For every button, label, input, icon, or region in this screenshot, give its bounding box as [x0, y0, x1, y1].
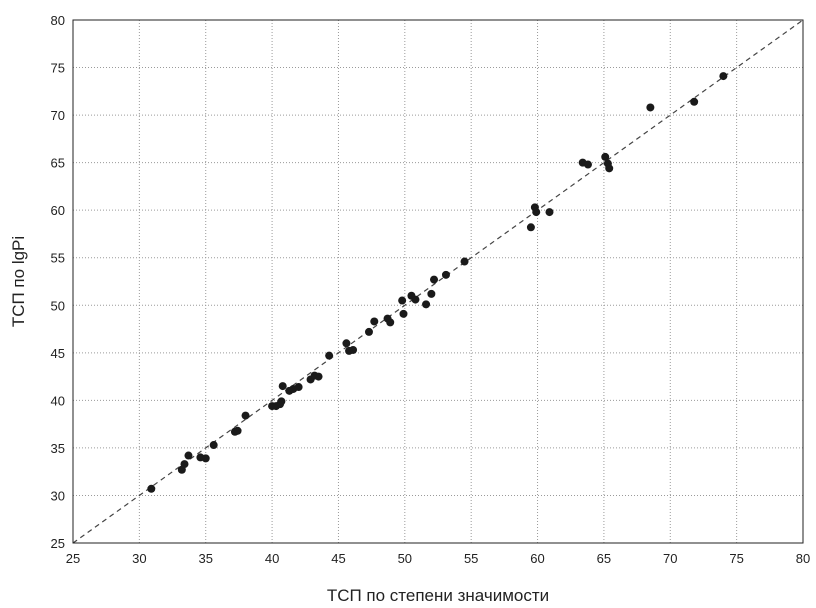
x-tick-label: 30 — [132, 551, 146, 566]
x-tick-label: 25 — [66, 551, 80, 566]
y-tick-label: 45 — [51, 346, 65, 361]
y-tick-label: 30 — [51, 488, 65, 503]
x-tick-label: 45 — [331, 551, 345, 566]
x-tick-label: 60 — [530, 551, 544, 566]
y-tick-label: 40 — [51, 393, 65, 408]
data-point — [646, 103, 655, 112]
data-point — [460, 257, 469, 266]
data-point — [277, 397, 286, 406]
data-point — [184, 451, 193, 460]
data-point — [430, 275, 439, 284]
data-point — [241, 411, 250, 420]
data-point — [411, 295, 420, 304]
x-tick-label: 50 — [398, 551, 412, 566]
data-points — [147, 72, 728, 493]
data-point — [294, 383, 303, 392]
y-tick-label: 60 — [51, 203, 65, 218]
y-axis-title: ТСП по lgPi — [9, 236, 28, 327]
data-point — [427, 289, 436, 298]
reference-line — [72, 19, 804, 544]
y-tick-label: 65 — [51, 156, 65, 171]
y-tick-label: 35 — [51, 441, 65, 456]
x-tick-label: 55 — [464, 551, 478, 566]
x-tick-label: 80 — [796, 551, 810, 566]
y-tick-labels: 25 30 35 40 45 50 55 60 65 70 75 80 — [51, 13, 65, 551]
data-point — [526, 223, 535, 232]
data-point — [690, 97, 699, 106]
x-tick-label: 75 — [729, 551, 743, 566]
x-tick-label: 35 — [198, 551, 212, 566]
y-tick-label: 50 — [51, 298, 65, 313]
plot-frame — [72, 19, 804, 544]
data-point — [147, 484, 156, 493]
data-point — [605, 164, 614, 173]
data-point — [719, 72, 728, 81]
data-point — [601, 152, 610, 161]
data-point — [201, 454, 210, 463]
x-tick-label: 65 — [597, 551, 611, 566]
data-point — [583, 160, 592, 169]
data-point — [422, 300, 431, 309]
data-point — [278, 382, 287, 391]
x-tick-labels: 25 30 35 40 45 50 55 60 65 70 75 80 — [66, 551, 810, 566]
data-point — [325, 351, 334, 360]
data-point — [342, 339, 351, 348]
data-point — [545, 208, 554, 217]
data-point — [364, 327, 373, 336]
data-point — [386, 318, 395, 327]
data-point — [370, 317, 379, 326]
data-point — [441, 270, 450, 279]
data-point — [233, 426, 242, 435]
data-point — [209, 441, 218, 450]
y-tick-label: 25 — [51, 536, 65, 551]
y-tick-label: 80 — [51, 13, 65, 28]
data-point — [398, 296, 407, 305]
data-point — [349, 345, 358, 354]
data-point — [180, 460, 189, 469]
x-tick-label: 70 — [663, 551, 677, 566]
y-tick-label: 75 — [51, 61, 65, 76]
data-point — [314, 372, 323, 381]
data-point — [399, 309, 408, 318]
y-tick-label: 55 — [51, 251, 65, 266]
y-tick-label: 70 — [51, 108, 65, 123]
x-tick-label: 40 — [265, 551, 279, 566]
data-point — [532, 208, 541, 217]
x-axis-title: ТСП по степени значимости — [327, 586, 549, 605]
